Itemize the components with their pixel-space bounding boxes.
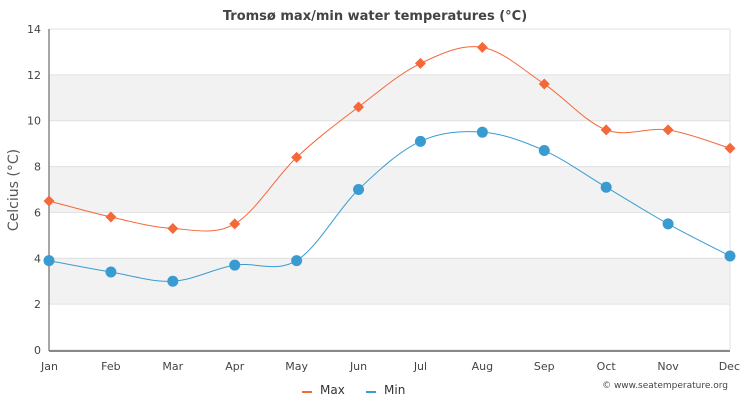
y-axis-label: Celcius (°C) xyxy=(6,149,22,231)
x-tick-labels: Jan Feb Mar Apr May Jun Jul Aug Sep Oct Nov Dec xyxy=(40,360,740,373)
data-point-min[interactable] xyxy=(538,145,550,157)
chart-title: Tromsø max/min water temperatures (°C) xyxy=(223,9,527,24)
data-point-max[interactable] xyxy=(229,218,241,230)
y-tick-label: 10 xyxy=(27,115,41,128)
data-point-min[interactable] xyxy=(43,255,55,267)
plot-bands xyxy=(49,74,730,305)
data-point-min[interactable] xyxy=(476,126,488,138)
y-tick-label: 2 xyxy=(34,298,41,311)
y-tick-label: 14 xyxy=(27,23,41,36)
data-point-min[interactable] xyxy=(724,250,736,262)
y-tick-labels: 0 2 4 6 8 10 12 14 xyxy=(27,23,41,357)
data-point-max[interactable] xyxy=(414,57,426,69)
data-point-min[interactable] xyxy=(662,218,674,230)
data-point-max[interactable] xyxy=(43,195,55,207)
x-tick-label: Dec xyxy=(719,360,740,373)
x-tick-label: Nov xyxy=(657,360,679,373)
data-point-min[interactable] xyxy=(229,259,241,271)
axes xyxy=(48,29,731,352)
x-tick-label: Apr xyxy=(225,360,245,373)
data-point-min[interactable] xyxy=(291,255,303,267)
data-point-max[interactable] xyxy=(105,211,117,223)
data-point-max[interactable] xyxy=(476,41,488,53)
series-markers xyxy=(43,41,736,287)
data-point-max[interactable] xyxy=(724,142,736,154)
data-point-max[interactable] xyxy=(538,78,550,90)
data-point-max[interactable] xyxy=(662,124,674,136)
legend-item-min[interactable]: Min xyxy=(366,383,405,397)
plot-band xyxy=(49,74,730,121)
credit-text: © www.seatemperature.org xyxy=(602,381,728,391)
data-point-max[interactable] xyxy=(291,151,303,163)
data-point-max[interactable] xyxy=(600,124,612,136)
gridlines xyxy=(49,28,730,351)
plot-band xyxy=(49,166,730,213)
x-tick-label: Mar xyxy=(162,360,183,373)
data-point-min[interactable] xyxy=(353,184,365,195)
x-tick-label: Sep xyxy=(534,360,555,373)
y-tick-label: 12 xyxy=(27,69,41,82)
x-tick-label: Jul xyxy=(413,360,427,373)
data-point-min[interactable] xyxy=(167,275,179,287)
data-point-max[interactable] xyxy=(353,101,365,113)
legend-label: Max xyxy=(320,383,345,397)
data-point-max[interactable] xyxy=(167,222,179,234)
x-tick-label: Feb xyxy=(101,360,120,373)
data-point-min[interactable] xyxy=(105,266,117,278)
x-tick-label: Jun xyxy=(349,360,367,373)
y-tick-label: 0 xyxy=(34,344,41,357)
legend-label: Min xyxy=(384,383,405,397)
y-tick-label: 4 xyxy=(34,252,41,265)
x-tick-label: Jan xyxy=(40,360,58,373)
data-point-min[interactable] xyxy=(600,181,612,193)
y-tick-label: 6 xyxy=(34,206,41,219)
y-tick-label: 8 xyxy=(34,161,41,174)
x-tick-label: Aug xyxy=(472,360,493,373)
legend-item-max[interactable]: Max xyxy=(302,383,345,397)
x-tick-label: May xyxy=(285,360,308,373)
legend: Max Min xyxy=(302,383,405,397)
data-point-min[interactable] xyxy=(414,135,426,147)
plot-band xyxy=(49,258,730,305)
x-tick-label: Oct xyxy=(597,360,617,373)
